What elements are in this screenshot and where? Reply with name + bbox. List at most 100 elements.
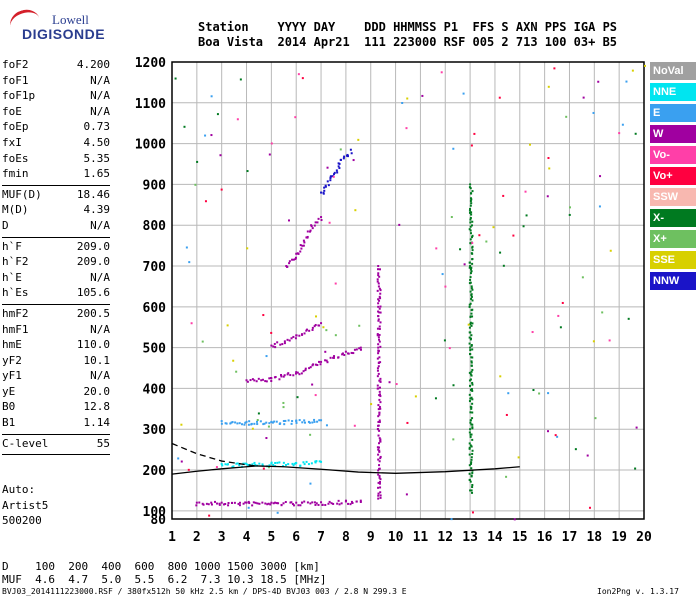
echo-point xyxy=(377,282,380,285)
echo-point xyxy=(305,460,308,463)
echo-point xyxy=(305,329,308,332)
echo-point xyxy=(351,502,354,505)
echo-point xyxy=(352,352,355,355)
noise-point xyxy=(339,148,342,151)
noise-point xyxy=(547,157,550,160)
echo-point xyxy=(270,380,273,383)
d-line: D 100 200 400 600 800 1000 1500 3000 [km… xyxy=(2,560,320,573)
trace-point xyxy=(320,322,323,325)
echo-point xyxy=(293,504,296,507)
echo-point xyxy=(471,486,474,489)
echo-point xyxy=(470,213,473,216)
echo-point xyxy=(323,186,326,189)
param-value: N/A xyxy=(90,104,110,118)
trace-point xyxy=(469,428,472,431)
echo-point xyxy=(469,207,472,210)
echo-point xyxy=(377,408,380,411)
echo-point xyxy=(377,336,380,339)
noise-point xyxy=(547,392,550,395)
param-name: yE xyxy=(2,384,16,398)
echo-point xyxy=(276,341,279,344)
noise-point xyxy=(547,85,550,88)
file-info: BVJ03_2014111223000.RSF / 380fx512h 50 k… xyxy=(2,587,407,596)
echo-point xyxy=(303,419,306,422)
trace-point xyxy=(270,344,273,347)
echo-point xyxy=(308,421,311,424)
noise-point xyxy=(499,251,502,254)
echo-point xyxy=(238,504,241,507)
trace-point xyxy=(270,462,273,465)
echo-point xyxy=(279,422,282,425)
echo-point xyxy=(220,422,223,425)
echo-point xyxy=(469,242,472,245)
echo-point xyxy=(471,423,474,426)
echo-point xyxy=(265,380,268,383)
noise-point xyxy=(358,324,361,327)
echo-point xyxy=(378,449,381,452)
echo-point xyxy=(257,377,260,380)
noise-point xyxy=(188,261,191,264)
echo-point xyxy=(284,500,287,503)
echo-point xyxy=(318,324,321,327)
param-name: h`Es xyxy=(2,286,29,300)
echo-point xyxy=(378,311,381,314)
noise-point xyxy=(216,113,219,116)
trace-point xyxy=(295,334,298,337)
param-value: N/A xyxy=(90,218,110,232)
echo-point xyxy=(471,308,474,311)
echo-point xyxy=(247,500,250,503)
echo-point xyxy=(379,491,382,494)
echo-point xyxy=(469,232,472,235)
noise-point xyxy=(452,384,455,387)
echo-point xyxy=(300,333,303,336)
noise-point xyxy=(557,314,560,317)
y-tick-label: 600 xyxy=(143,301,167,316)
echo-point xyxy=(471,417,474,420)
noise-point xyxy=(210,95,213,98)
echo-point xyxy=(282,502,285,505)
param-separator xyxy=(2,184,110,186)
echo-point xyxy=(292,374,295,377)
echo-point xyxy=(232,465,235,468)
legend-item-vo: Vo- xyxy=(650,146,696,164)
noise-point xyxy=(309,482,312,485)
echo-point xyxy=(377,315,380,318)
echo-point xyxy=(470,458,473,461)
trace-point xyxy=(359,346,362,349)
param-value: 10.1 xyxy=(83,353,111,367)
echo-point xyxy=(280,375,283,378)
muf-line: MUF 4.6 4.7 5.0 5.5 6.2 7.3 10.3 18.5 [M… xyxy=(2,573,327,586)
echo-point xyxy=(379,393,382,396)
echo-point xyxy=(275,502,278,505)
noise-point xyxy=(250,422,253,425)
echo-point xyxy=(470,198,473,201)
x-tick-label: 10 xyxy=(388,530,404,545)
noise-point xyxy=(246,247,249,250)
echo-point xyxy=(377,420,380,423)
echo-point xyxy=(377,415,380,418)
noise-point xyxy=(507,392,510,395)
echo-point xyxy=(378,411,381,414)
echo-point xyxy=(301,421,304,424)
noise-point xyxy=(444,285,447,288)
noise-point xyxy=(236,118,239,121)
echo-point xyxy=(471,402,474,405)
param-value: 12.8 xyxy=(83,400,111,414)
trace-point xyxy=(245,420,248,423)
echo-point xyxy=(282,375,285,378)
echo-point xyxy=(343,354,346,357)
echo-point xyxy=(292,258,295,261)
echo-point xyxy=(469,281,472,284)
noise-point xyxy=(267,466,270,469)
noise-point xyxy=(609,249,612,252)
echo-point xyxy=(218,502,221,505)
noise-point xyxy=(434,397,437,400)
echo-point xyxy=(309,230,312,233)
echo-point xyxy=(468,186,471,189)
echo-point xyxy=(353,348,356,351)
echo-point xyxy=(471,449,474,452)
noise-point xyxy=(440,71,443,74)
noise-point xyxy=(492,226,495,229)
echo-point xyxy=(314,363,317,366)
